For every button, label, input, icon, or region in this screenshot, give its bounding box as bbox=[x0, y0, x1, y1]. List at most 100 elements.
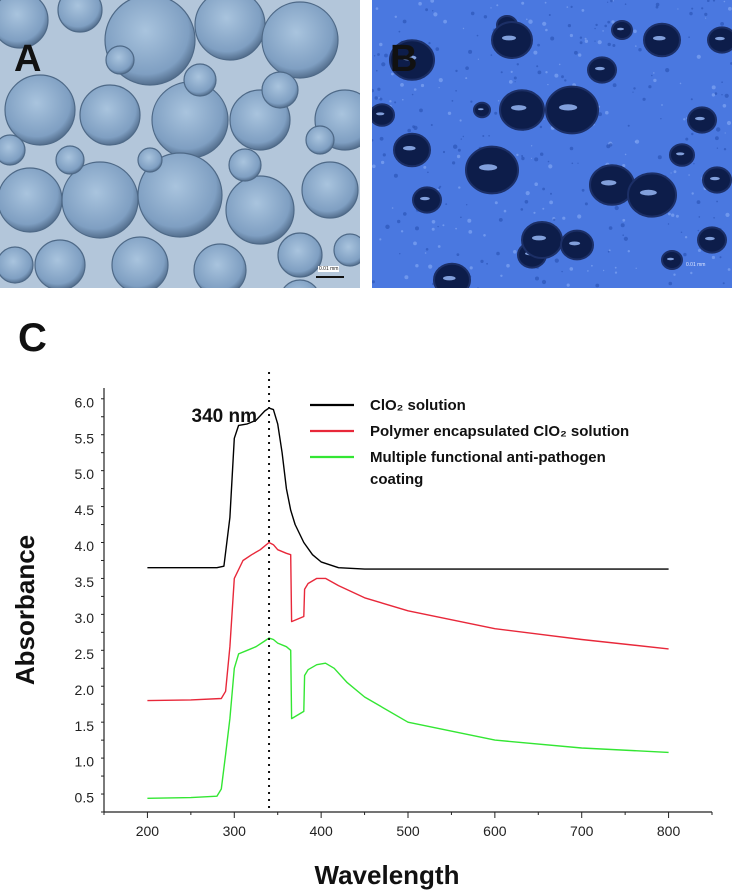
texture-dot bbox=[698, 216, 701, 218]
droplet bbox=[55, 145, 85, 175]
texture-dot bbox=[620, 223, 625, 228]
texture-dot bbox=[413, 241, 417, 246]
texture-dot bbox=[374, 96, 378, 100]
texture-dot bbox=[564, 79, 567, 82]
texture-dot bbox=[391, 207, 394, 209]
texture-dot bbox=[536, 65, 539, 68]
texture-dot bbox=[458, 186, 461, 189]
droplet-highlight bbox=[715, 36, 725, 41]
droplet bbox=[225, 175, 295, 245]
texture-dot bbox=[389, 100, 392, 103]
droplet bbox=[0, 246, 34, 284]
texture-dot bbox=[566, 6, 569, 8]
y-tick-label: 5.0 bbox=[75, 466, 95, 482]
droplet bbox=[261, 71, 299, 109]
texture-dot bbox=[554, 258, 559, 263]
y-tick-label: 2.0 bbox=[75, 682, 95, 698]
droplet bbox=[137, 152, 223, 238]
texture-dot bbox=[673, 273, 676, 276]
texture-dot bbox=[581, 188, 585, 192]
texture-dot bbox=[612, 83, 617, 88]
texture-dot bbox=[569, 267, 574, 271]
texture-dot bbox=[494, 201, 498, 205]
texture-dot bbox=[696, 200, 701, 205]
texture-dot bbox=[398, 30, 401, 33]
panel-letter-a: A bbox=[14, 38, 42, 80]
texture-dot bbox=[707, 0, 710, 2]
texture-dot bbox=[661, 104, 663, 106]
texture-dot bbox=[460, 138, 462, 140]
texture-dot bbox=[677, 8, 679, 10]
texture-dot bbox=[627, 250, 630, 253]
texture-dot bbox=[513, 250, 517, 254]
texture-dot bbox=[607, 250, 610, 253]
texture-dot bbox=[693, 163, 695, 165]
droplet bbox=[4, 74, 76, 146]
texture-dot bbox=[467, 218, 472, 223]
texture-dot bbox=[611, 20, 615, 24]
texture-dot bbox=[397, 219, 401, 224]
texture-dot bbox=[372, 139, 374, 142]
chart-annotation: 340 nm bbox=[192, 372, 271, 812]
texture-dot bbox=[435, 47, 440, 51]
texture-dot bbox=[378, 97, 380, 99]
texture-dot bbox=[402, 19, 407, 24]
texture-dot bbox=[602, 30, 604, 32]
texture-dot bbox=[407, 128, 411, 133]
texture-dot bbox=[545, 71, 548, 74]
texture-dot bbox=[524, 200, 529, 204]
texture-dot bbox=[724, 132, 726, 134]
texture-dot bbox=[622, 218, 626, 222]
y-tick-label: 2.5 bbox=[75, 646, 95, 662]
texture-dot bbox=[415, 226, 419, 231]
texture-dot bbox=[455, 227, 457, 230]
texture-dot bbox=[604, 24, 607, 28]
texture-dot bbox=[716, 200, 718, 203]
texture-dot bbox=[607, 1, 609, 3]
texture-dot bbox=[462, 135, 464, 138]
texture-dot bbox=[668, 212, 671, 216]
texture-dot bbox=[667, 223, 670, 225]
texture-dot bbox=[610, 0, 613, 3]
droplet-highlight bbox=[511, 105, 527, 111]
micrograph-b-image bbox=[372, 0, 732, 288]
droplet bbox=[79, 84, 141, 146]
texture-dot bbox=[724, 93, 729, 98]
y-tick-label: 6.0 bbox=[75, 394, 95, 410]
texture-dot bbox=[579, 41, 583, 45]
texture-dot bbox=[635, 267, 637, 269]
texture-dot bbox=[726, 120, 732, 126]
texture-dot bbox=[670, 172, 672, 174]
texture-dot bbox=[715, 136, 719, 141]
texture-dot bbox=[442, 224, 445, 227]
texture-dot bbox=[424, 252, 427, 254]
texture-dot bbox=[372, 280, 375, 284]
texture-dot bbox=[521, 155, 524, 157]
texture-dot bbox=[498, 218, 503, 222]
texture-dot bbox=[577, 162, 579, 164]
texture-dot bbox=[460, 216, 462, 219]
texture-dot bbox=[570, 5, 573, 8]
droplet-highlight bbox=[532, 235, 546, 241]
texture-dot bbox=[521, 1, 525, 5]
texture-dot bbox=[624, 153, 627, 156]
texture-dot bbox=[456, 253, 460, 256]
texture-dot bbox=[668, 281, 673, 286]
texture-dot bbox=[584, 37, 587, 40]
texture-dot bbox=[394, 15, 397, 18]
droplet bbox=[283, 279, 317, 288]
texture-dot bbox=[607, 20, 611, 24]
texture-dot bbox=[393, 173, 398, 178]
texture-dot bbox=[723, 0, 726, 3]
texture-dot bbox=[496, 251, 500, 256]
texture-dot bbox=[612, 44, 616, 47]
dark-droplet bbox=[372, 103, 395, 127]
texture-dot bbox=[683, 252, 687, 257]
texture-dot bbox=[419, 108, 423, 113]
texture-dot bbox=[704, 12, 708, 16]
droplet-highlight bbox=[705, 236, 715, 241]
droplet-highlight bbox=[601, 180, 617, 186]
y-tick-label: 4.0 bbox=[75, 538, 95, 554]
texture-dot bbox=[595, 283, 600, 288]
texture-dot bbox=[530, 145, 533, 147]
